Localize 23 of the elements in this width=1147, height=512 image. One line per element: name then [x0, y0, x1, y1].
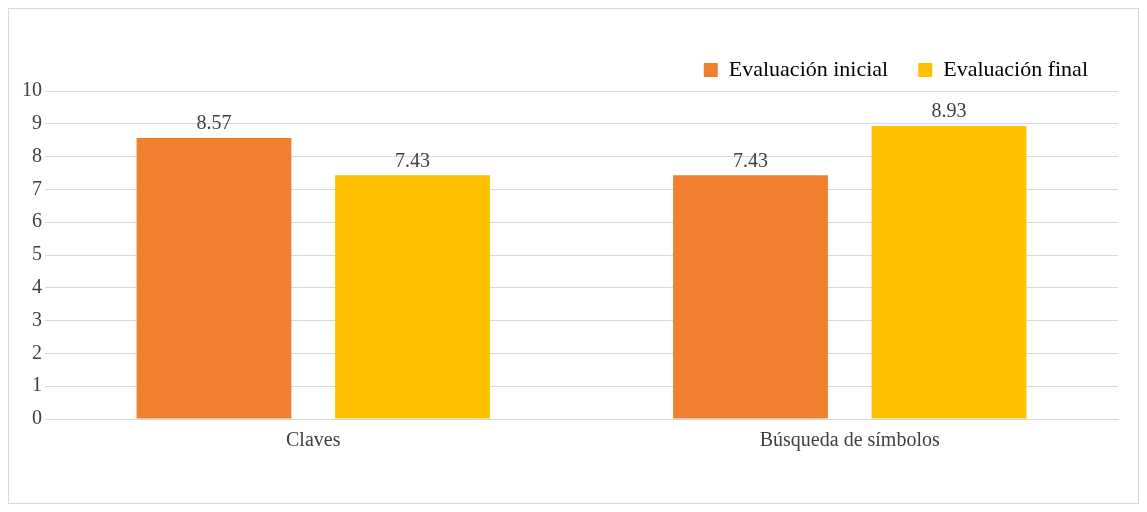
data-label: 7.43 — [733, 148, 768, 171]
y-tick-label: 9 — [32, 111, 42, 134]
y-tick-label: 6 — [32, 209, 42, 232]
bar — [136, 137, 292, 419]
bar — [673, 175, 828, 419]
data-label: 8.93 — [931, 99, 967, 122]
y-tick-label: 5 — [32, 242, 42, 265]
data-label: 8.57 — [196, 111, 232, 134]
y-tick-label: 8 — [32, 143, 42, 166]
y-tick-label: 4 — [32, 275, 42, 298]
legend-label: Evaluación final — [943, 55, 1089, 81]
y-tick-label: 2 — [32, 340, 42, 363]
legend-label: Evaluación inicial — [728, 55, 889, 81]
y-tick-label: 1 — [32, 373, 42, 396]
y-tick-label: 7 — [32, 176, 42, 199]
y-tick-label: 3 — [32, 307, 42, 330]
bar — [335, 175, 490, 419]
bar — [871, 126, 1027, 419]
data-label: 7.43 — [395, 148, 430, 171]
y-tick-label: 10 — [22, 78, 42, 101]
x-tick-label: Claves — [286, 428, 341, 451]
x-tick-label: Búsqueda de símbolos — [759, 428, 940, 452]
y-tick-label: 0 — [32, 406, 42, 429]
